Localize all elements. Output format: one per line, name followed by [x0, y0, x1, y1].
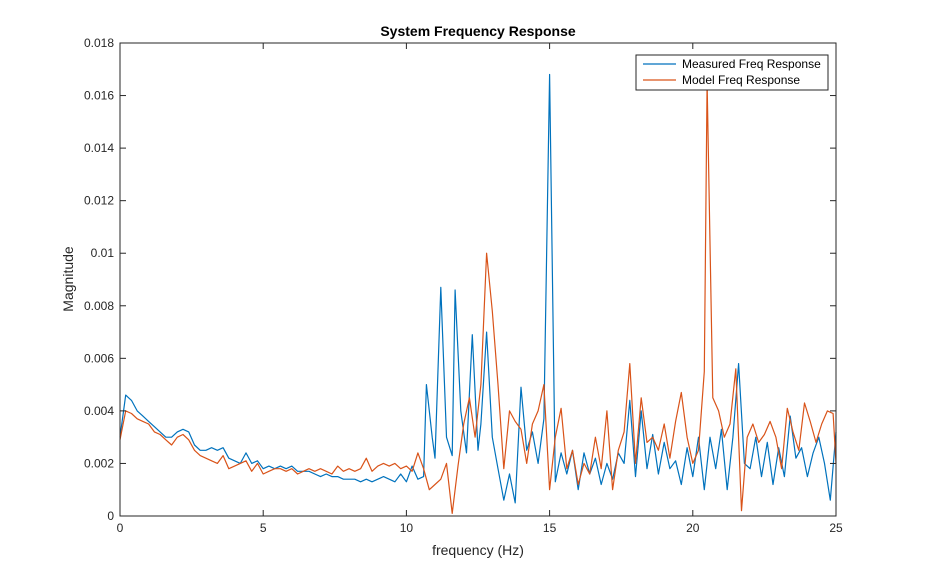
y-tick-label: 0.012 — [84, 194, 114, 208]
x-tick-label: 0 — [117, 521, 124, 535]
x-tick-label: 25 — [829, 521, 843, 535]
series-line-model — [119, 81, 837, 514]
x-axis: 0 5 10 15 20 25 — [117, 43, 843, 535]
series-line-measured — [119, 73, 837, 504]
y-axis: 0 0.002 0.004 0.006 0.008 0.01 0.012 0.014 0.016… — [84, 36, 836, 523]
x-tick-label: 15 — [543, 521, 557, 535]
legend-label-model: Model Freq Response — [682, 73, 800, 87]
x-tick-label: 20 — [686, 521, 700, 535]
y-tick-label: 0.004 — [84, 404, 114, 418]
x-tick-label: 5 — [260, 521, 267, 535]
plot-area-background — [120, 43, 836, 516]
y-tick-label: 0.008 — [84, 299, 114, 313]
chart-title: System Frequency Response — [380, 23, 576, 39]
series-layer — [119, 73, 837, 514]
plot-area-box — [119, 42, 837, 517]
y-axis-label: Magnitude — [60, 246, 76, 312]
y-tick-label: 0.018 — [84, 36, 114, 50]
y-tick-label: 0.016 — [84, 89, 114, 103]
y-tick-label: 0.014 — [84, 141, 114, 155]
legend-label-measured: Measured Freq Response — [682, 57, 821, 71]
legend: Measured Freq Response Model Freq Respon… — [635, 54, 829, 91]
y-tick-label: 0.002 — [84, 456, 114, 470]
x-tick-label: 10 — [400, 521, 414, 535]
legend-box — [635, 54, 829, 91]
x-axis-label: frequency (Hz) — [432, 542, 524, 558]
y-tick-label: 0 — [107, 509, 114, 523]
y-tick-label: 0.01 — [91, 246, 115, 260]
y-tick-label: 0.006 — [84, 351, 114, 365]
